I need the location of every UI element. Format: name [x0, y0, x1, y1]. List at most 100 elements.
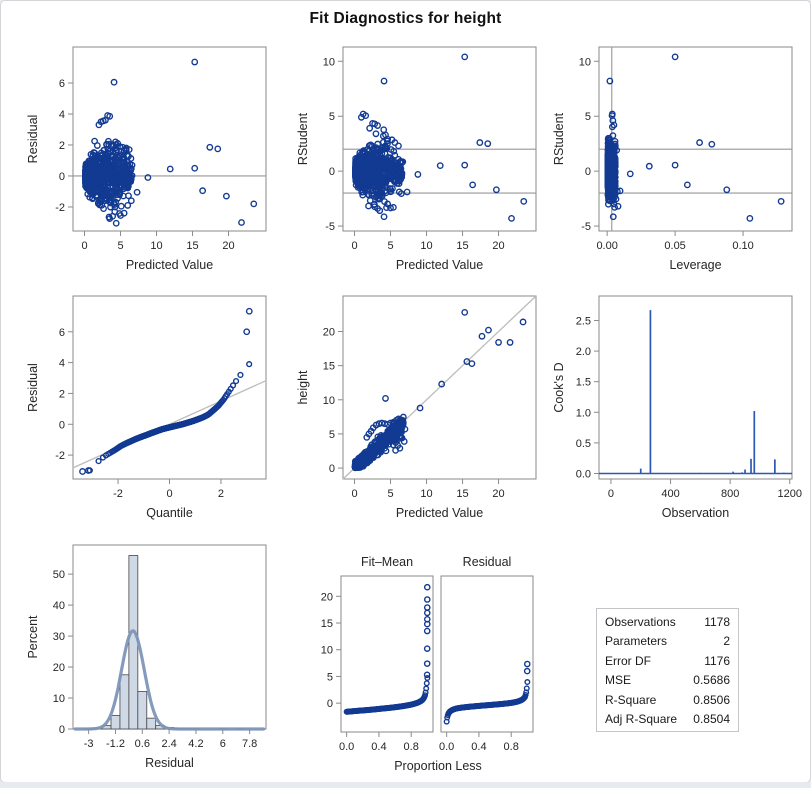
page-background-strip	[0, 782, 811, 788]
residual-quantile-axes: -2 0 2 -2 0 2 4 6 Quantile Residual	[26, 327, 224, 520]
svg-text:0: 0	[59, 724, 65, 736]
residual-propless-axes: 0.0 0.4 0.8 Residual	[439, 555, 519, 753]
residual-vs-predicted-points	[82, 58, 258, 227]
svg-text:6: 6	[59, 327, 65, 339]
svg-text:10: 10	[323, 395, 335, 407]
residual-quantile-xlabel: Quantile	[146, 506, 193, 520]
svg-text:15: 15	[186, 240, 198, 252]
svg-text:10: 10	[323, 56, 335, 68]
svg-text:7.8: 7.8	[242, 738, 257, 750]
svg-text:0.6: 0.6	[135, 738, 150, 750]
residual-quantile-plot: -2 0 2 -2 0 2 4 6 Quantile Residual	[26, 295, 267, 520]
residual-histogram-plot: -3 -1.2 0.6 2.4 4.2 6 7.8 0 10 20 30 40 50 Residual Pe…	[26, 544, 267, 770]
residual-vs-predicted-xlabel: Predicted Value	[126, 258, 213, 272]
fitmean-propless-axes: 0.0 0.4 0.8 0 5 10 15 20 Proportion Less Fit–Mean	[321, 555, 482, 773]
svg-text:0: 0	[329, 166, 335, 178]
svg-text:-2: -2	[113, 488, 123, 500]
rstudent-vs-predicted-xlabel: Predicted Value	[396, 258, 483, 272]
cooksd-vs-observation-xlabel: Observation	[662, 506, 729, 520]
svg-text:20: 20	[53, 662, 65, 674]
cooksd-vs-observation-points	[599, 310, 792, 475]
svg-text:0.0: 0.0	[439, 741, 454, 753]
rstudent-vs-predicted-axes: 0 5 10 15 20 -5 0 5 10 Predicted Value RStudent	[296, 56, 505, 272]
stats-value: 1178	[704, 615, 730, 629]
svg-text:5: 5	[329, 111, 335, 123]
svg-text:4.2: 4.2	[188, 738, 203, 750]
stats-row-adj-r-square: Adj R-Square 0.8504	[605, 712, 730, 726]
svg-text:30: 30	[53, 631, 65, 643]
svg-text:0.5: 0.5	[576, 438, 591, 450]
svg-text:-2: -2	[55, 450, 65, 462]
stats-value: 1176	[704, 653, 730, 668]
svg-text:1.0: 1.0	[576, 407, 591, 419]
svg-text:0.8: 0.8	[504, 741, 519, 753]
fitmean-propless-points	[343, 583, 431, 715]
svg-text:10: 10	[579, 56, 591, 68]
stats-row-observations: Observations 1178	[605, 615, 730, 629]
svg-text:1.5: 1.5	[576, 377, 591, 389]
svg-text:6: 6	[220, 738, 226, 750]
svg-text:0.05: 0.05	[664, 240, 685, 252]
height-vs-predicted-plot: 0 5 10 15 20 0 5 10 15 20 Predicted Value height	[296, 295, 537, 520]
residual-propless-plot: 0.0 0.4 0.8 Residual	[439, 555, 534, 753]
cooksd-vs-observation-axes: 0 400 800 1200 0.0 0.5 1.0 1.5 2.0 2.5 Observation…	[552, 315, 802, 520]
stats-value: 2	[723, 634, 730, 649]
svg-text:5: 5	[117, 240, 123, 252]
stats-label: Adj R-Square	[605, 711, 678, 726]
svg-text:0: 0	[329, 463, 335, 475]
svg-text:2: 2	[59, 388, 65, 400]
svg-text:1200: 1200	[778, 488, 802, 500]
residual-vs-predicted-ylabel: Residual	[26, 115, 40, 164]
fitmean-propless-title: Fit–Mean	[361, 555, 413, 569]
svg-text:20: 20	[222, 240, 234, 252]
svg-text:-3: -3	[84, 738, 94, 750]
svg-text:10: 10	[150, 240, 162, 252]
fitmean-propless-xlabel: Proportion Less	[394, 759, 482, 773]
rstudent-vs-predicted-points	[352, 53, 528, 222]
svg-text:15: 15	[321, 618, 333, 630]
svg-text:0.10: 0.10	[732, 240, 753, 252]
svg-text:0: 0	[59, 171, 65, 183]
svg-text:-1.2: -1.2	[106, 738, 125, 750]
svg-text:0.4: 0.4	[371, 741, 386, 753]
stats-row-r-square: R-Square 0.8506	[605, 693, 730, 707]
residual-histogram-ylabel: Percent	[26, 615, 40, 659]
svg-text:0.0: 0.0	[576, 468, 591, 480]
svg-text:20: 20	[492, 240, 504, 252]
rstudent-vs-leverage-ylabel: RStudent	[552, 112, 566, 165]
svg-text:0: 0	[327, 698, 333, 710]
svg-text:0: 0	[81, 240, 87, 252]
stats-label: Error DF	[605, 653, 651, 668]
svg-text:2.5: 2.5	[576, 315, 591, 327]
cooksd-vs-observation-plot: 0 400 800 1200 0.0 0.5 1.0 1.5 2.0 2.5 Observation…	[552, 295, 802, 520]
figure-title: Fit Diagnostics for height	[309, 10, 502, 27]
svg-text:20: 20	[321, 591, 333, 603]
residual-vs-predicted-axes: 0 5 10 15 20 -2 0 2 4 6 Predicted Value Residual	[26, 78, 235, 272]
rstudent-vs-predicted-plot: 0 5 10 15 20 -5 0 5 10 Predicted Value RStudent	[296, 46, 537, 272]
svg-text:10: 10	[53, 693, 65, 705]
cooksd-vs-observation-ylabel: Cook's D	[552, 362, 566, 412]
fit-statistics-table: Observations 1178 Parameters 2 Error DF …	[596, 608, 739, 732]
stats-row-error-df: Error DF 1176	[605, 654, 730, 668]
svg-text:5: 5	[327, 671, 333, 683]
residual-quantile-points	[79, 307, 253, 475]
svg-text:0: 0	[59, 419, 65, 431]
stats-row-parameters: Parameters 2	[605, 634, 730, 648]
svg-text:0.0: 0.0	[339, 741, 354, 753]
rstudent-vs-leverage-points	[604, 53, 785, 222]
svg-text:20: 20	[323, 327, 335, 339]
height-vs-predicted-axes: 0 5 10 15 20 0 5 10 15 20 Predicted Value height	[296, 327, 505, 520]
residual-propless-title: Residual	[463, 555, 512, 569]
svg-text:800: 800	[721, 488, 739, 500]
height-vs-predicted-points	[351, 308, 527, 472]
svg-text:10: 10	[420, 488, 432, 500]
height-vs-predicted-xlabel: Predicted Value	[396, 506, 483, 520]
svg-text:2.0: 2.0	[576, 346, 591, 358]
svg-text:50: 50	[53, 569, 65, 581]
svg-text:0: 0	[351, 240, 357, 252]
svg-text:0: 0	[166, 488, 172, 500]
residual-vs-predicted-plot: 0 5 10 15 20 -2 0 2 4 6 Predicted Value Residual	[26, 46, 267, 272]
height-vs-predicted-ylabel: height	[296, 370, 310, 405]
svg-text:10: 10	[321, 645, 333, 657]
